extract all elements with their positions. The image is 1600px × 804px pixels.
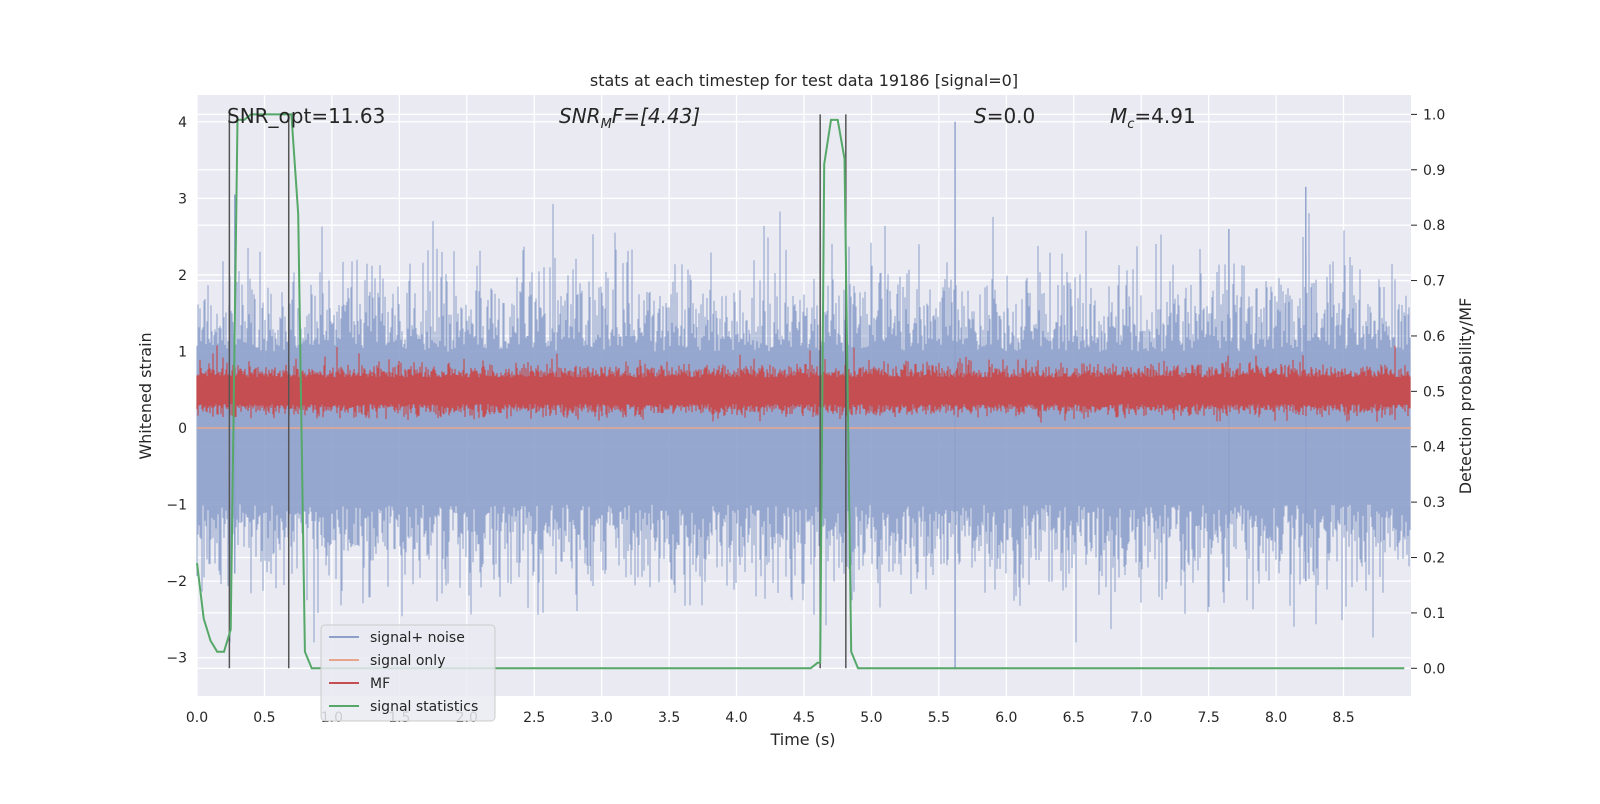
mc-name: M <box>1110 104 1127 128</box>
y-right-tick-label: 0.3 <box>1423 495 1445 511</box>
x-tick-label: 4.5 <box>793 710 815 726</box>
s-value: =0.0 <box>987 104 1036 128</box>
y-right-tick-label: 0.8 <box>1423 218 1445 234</box>
x-tick-label: 4.0 <box>725 710 747 726</box>
y-left-tick-label: −1 <box>166 498 187 514</box>
x-tick-label: 7.0 <box>1130 710 1152 726</box>
y-left-tick-label: −2 <box>166 574 187 590</box>
mf-series <box>196 345 1411 423</box>
y-right-tick-label: 0.5 <box>1423 384 1445 400</box>
legend-box <box>320 624 496 722</box>
legend-label-mf: MF <box>370 676 390 692</box>
snr-mf-subscript: M <box>601 117 612 132</box>
chart-title: stats at each timestep for test data 191… <box>590 71 1018 90</box>
x-tick-label: 5.0 <box>860 710 882 726</box>
mc-value: =4.91 <box>1134 104 1195 128</box>
y-right-tick-label: 0.7 <box>1423 274 1445 290</box>
snr-mf-annotation: SNRMF=[4.43] <box>559 104 700 132</box>
y-left-axis-label: Whitened strain <box>136 332 155 459</box>
y-left-tick-label: 4 <box>178 115 187 131</box>
y-right-tick-label: 0.9 <box>1423 163 1445 179</box>
y-left-tick-label: 3 <box>178 191 187 207</box>
y-right-tick-label: 0.4 <box>1423 440 1445 456</box>
y-left-tick-label: 1 <box>178 344 187 360</box>
x-tick-label: 0.0 <box>186 710 208 726</box>
mc-annotation: Mc=4.91 <box>1110 104 1196 132</box>
y-left-axis-ticks: −3 −2 −1 0 1 2 3 4 <box>166 115 187 667</box>
x-tick-label: 0.5 <box>253 710 275 726</box>
y-right-tick-label: 0.2 <box>1423 551 1445 567</box>
x-tick-label: 8.0 <box>1265 710 1287 726</box>
snr-mf-tail: F=[4.43] <box>612 104 700 128</box>
legend-label-signal-statistics: signal statistics <box>370 699 478 715</box>
mf-trace <box>196 345 1411 423</box>
y-right-tick-label: 0.0 <box>1423 661 1445 677</box>
y-right-axis-label: Detection probability/MF <box>1456 298 1475 495</box>
x-axis-label: Time (s) <box>769 730 835 749</box>
x-tick-label: 8.5 <box>1332 710 1354 726</box>
y-right-tick-label: 1.0 <box>1423 107 1445 123</box>
x-tick-label: 5.5 <box>928 710 950 726</box>
y-right-axis-ticks: 0.0 0.1 0.2 0.3 0.4 0.5 0.6 0.7 0.8 0.9 1.0 <box>1411 107 1445 677</box>
legend-label-signal-noise: signal+ noise <box>370 630 465 646</box>
x-tick-label: 3.5 <box>658 710 680 726</box>
y-left-tick-label: −3 <box>166 651 187 667</box>
y-left-tick-label: 0 <box>178 421 187 437</box>
s-name: S <box>974 104 987 128</box>
legend: signal+ noise signal only MF signal stat… <box>320 624 496 722</box>
x-tick-label: 7.5 <box>1198 710 1220 726</box>
x-tick-label: 2.5 <box>523 710 545 726</box>
x-tick-label: 6.5 <box>1063 710 1085 726</box>
mc-subscript: c <box>1127 117 1134 132</box>
snr-mf-name: SNR <box>559 104 601 128</box>
y-right-tick-label: 0.6 <box>1423 329 1445 345</box>
x-tick-label: 6.0 <box>995 710 1017 726</box>
snr-opt-annotation: SNR_opt=11.63 <box>227 104 385 128</box>
signal-statistics-series <box>196 113 1405 670</box>
x-tick-label: 3.0 <box>591 710 613 726</box>
y-left-tick-label: 2 <box>178 268 187 284</box>
y-right-tick-label: 0.1 <box>1423 606 1445 622</box>
s-annotation: S=0.0 <box>974 104 1035 128</box>
legend-label-signal-only: signal only <box>370 653 445 669</box>
